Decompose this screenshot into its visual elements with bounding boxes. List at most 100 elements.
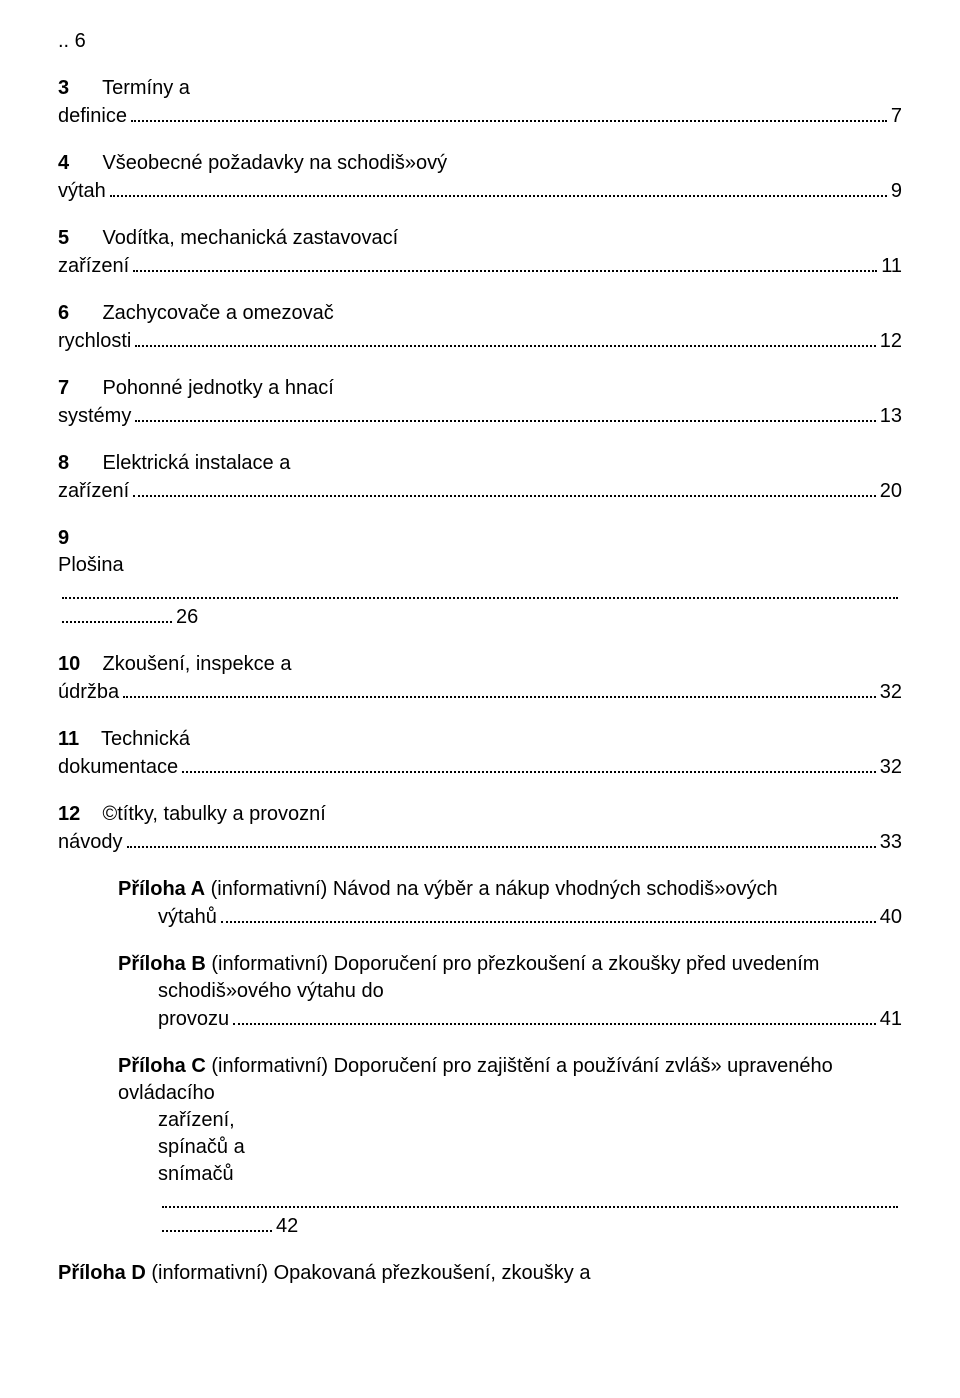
toc-annex-cont: zařízení, bbox=[158, 1109, 235, 1131]
toc-annex: Příloha C (informativní) Doporučení pro … bbox=[118, 1053, 902, 1240]
toc-entry-number: 6 bbox=[58, 302, 69, 324]
toc-entry-line1: 9 bbox=[58, 525, 902, 552]
toc-leader-dots bbox=[133, 477, 876, 497]
toc-annex-cont: výtahů bbox=[158, 904, 217, 931]
toc-annex: Příloha B (informativní) Doporučení pro … bbox=[118, 951, 902, 1033]
toc-entry: 5 Vodítka, mechanická zastavovacízařízen… bbox=[58, 225, 902, 280]
toc-entry-line2: výtah 9 bbox=[58, 177, 902, 205]
toc-annex-cont: spínačů a bbox=[158, 1136, 245, 1158]
toc-leader-line: 42 bbox=[118, 1212, 902, 1240]
toc-annex-cont: provozu bbox=[158, 1006, 229, 1033]
toc-entry: 3 Termíny adefinice 7 bbox=[58, 75, 902, 130]
toc-leader-dots bbox=[133, 252, 877, 272]
toc-entry-title: Všeobecné požadavky na schodiš»ový bbox=[102, 152, 447, 174]
toc-entry-title: zařízení bbox=[58, 253, 129, 280]
toc-entry-number: 12 bbox=[58, 803, 80, 825]
toc-entry-line1: 10 Zkoušení, inspekce a bbox=[58, 651, 902, 678]
toc-page-number: 13 bbox=[880, 403, 902, 430]
toc-leader-dots bbox=[135, 402, 875, 422]
toc-entry-title: ©títky, tabulky a provozní bbox=[102, 803, 325, 825]
toc-entry: 11 Technickádokumentace 32 bbox=[58, 726, 902, 781]
toc-leader-dots bbox=[110, 177, 887, 197]
toc-page-number: 32 bbox=[880, 679, 902, 706]
toc-entry-line2: rychlosti 12 bbox=[58, 327, 902, 355]
toc-entry-number: 4 bbox=[58, 152, 69, 174]
toc-entry-title: Technická bbox=[101, 728, 190, 750]
toc-leader-dots bbox=[162, 1212, 272, 1232]
toc-page-number: 42 bbox=[276, 1213, 298, 1240]
toc-page-number: 11 bbox=[881, 253, 902, 280]
toc-annex-label: Příloha A bbox=[118, 878, 205, 900]
toc-annex-title: (informativní) Doporučení pro přezkoušen… bbox=[206, 953, 820, 975]
toc-entry-title: dokumentace bbox=[58, 754, 178, 781]
toc-entry-line1: 3 Termíny a bbox=[58, 75, 902, 102]
toc-leader-dots bbox=[221, 903, 876, 923]
toc-entry-line2: zařízení 20 bbox=[58, 477, 902, 505]
toc-annex-label: Příloha B bbox=[118, 953, 206, 975]
toc-entry-number: 5 bbox=[58, 227, 69, 249]
toc-entry-number: 11 bbox=[58, 728, 79, 750]
toc-entry-title: údržba bbox=[58, 679, 119, 706]
toc-entry: 9Plošina 26 bbox=[58, 525, 902, 631]
toc-entry-line2: zařízení 11 bbox=[58, 252, 902, 280]
toc-entry-title: výtah bbox=[58, 178, 106, 205]
toc-entry-title: rychlosti bbox=[58, 328, 131, 355]
toc-annex-cont: schodiš»ového výtahu do bbox=[158, 980, 384, 1002]
toc-annex-line1: Příloha C (informativní) Doporučení pro … bbox=[118, 1053, 902, 1107]
toc-entry-line1: 8 Elektrická instalace a bbox=[58, 450, 902, 477]
toc-entry-line2: systémy 13 bbox=[58, 402, 902, 430]
toc-entry: 10 Zkoušení, inspekce aúdržba 32 bbox=[58, 651, 902, 706]
toc-entry-title: Elektrická instalace a bbox=[102, 452, 290, 474]
toc-entry-line1: 11 Technická bbox=[58, 726, 902, 753]
toc-entry-line1: 7 Pohonné jednotky a hnací bbox=[58, 375, 902, 402]
toc-entry-line2: definice 7 bbox=[58, 102, 902, 130]
toc-entry-line1: 4 Všeobecné požadavky na schodiš»ový bbox=[58, 150, 902, 177]
toc-annex-line2: výtahů 40 bbox=[118, 903, 902, 931]
toc-annex-title: (informativní) Doporučení pro zajištění … bbox=[118, 1055, 833, 1104]
toc-leader-dots bbox=[127, 828, 876, 848]
toc-annex-label: Příloha C bbox=[118, 1055, 206, 1077]
toc-page-number: 20 bbox=[880, 478, 902, 505]
toc-entry: 7 Pohonné jednotky a hnacísystémy 13 bbox=[58, 375, 902, 430]
toc-content: .. 6 3 Termíny adefinice 7 4 Všeobecné pož… bbox=[58, 28, 902, 1287]
toc-leader-dots bbox=[131, 102, 887, 122]
toc-entry-line1: 5 Vodítka, mechanická zastavovací bbox=[58, 225, 902, 252]
toc-entry-title: Zachycovače a omezovač bbox=[102, 302, 333, 324]
toc-entry-line2: návody 33 bbox=[58, 828, 902, 856]
toc-annex-title: (informativní) Návod na výběr a nákup vh… bbox=[205, 878, 778, 900]
toc-leader-dots bbox=[62, 603, 172, 623]
toc-entry-line1: 6 Zachycovače a omezovač bbox=[58, 300, 902, 327]
toc-entry-title: zařízení bbox=[58, 478, 129, 505]
toc-leader-line bbox=[58, 579, 902, 603]
toc-annex-title: (informativní) Opakovaná přezkoušení, zk… bbox=[146, 1262, 591, 1284]
toc-entry-line1: 12 ©títky, tabulky a provozní bbox=[58, 801, 902, 828]
toc-leader-line bbox=[118, 1188, 902, 1212]
toc-leader-line: 26 bbox=[58, 603, 902, 631]
toc-page-number: 26 bbox=[176, 604, 198, 631]
toc-annex-line1: Příloha A (informativní) Návod na výběr … bbox=[118, 876, 902, 903]
toc-page-number: 12 bbox=[880, 328, 902, 355]
toc-leader-dots bbox=[123, 678, 876, 698]
toc-entry-title: Zkoušení, inspekce a bbox=[102, 653, 291, 675]
toc-entry-title: definice bbox=[58, 103, 127, 130]
toc-entry-number: 7 bbox=[58, 377, 69, 399]
toc-annex: Příloha A (informativní) Návod na výběr … bbox=[118, 876, 902, 931]
toc-annex-final: Příloha D (informativní) Opakovaná přezk… bbox=[58, 1260, 902, 1287]
toc-page-number: 9 bbox=[891, 178, 902, 205]
toc-entry-title: Vodítka, mechanická zastavovací bbox=[102, 227, 398, 249]
toc-leader-dots bbox=[182, 753, 876, 773]
toc-entry-number: 10 bbox=[58, 653, 80, 675]
toc-entry: 12 ©títky, tabulky a provoznínávody 33 bbox=[58, 801, 902, 856]
toc-entry-title: systémy bbox=[58, 403, 131, 430]
toc-entry: 8 Elektrická instalace azařízení 20 bbox=[58, 450, 902, 505]
toc-entry-number: 9 bbox=[58, 527, 69, 549]
toc-entry-line2: údržba 32 bbox=[58, 678, 902, 706]
toc-fragment: .. 6 bbox=[58, 28, 902, 55]
toc-page-number: 33 bbox=[880, 829, 902, 856]
toc-leader-dots bbox=[135, 327, 875, 347]
toc-entry: 4 Všeobecné požadavky na schodiš»ovývýta… bbox=[58, 150, 902, 205]
toc-page-number: 41 bbox=[880, 1006, 902, 1033]
toc-leader-dots bbox=[233, 1005, 876, 1025]
toc-annex-label: Příloha D bbox=[58, 1262, 146, 1284]
toc-annex-cont: snímačů bbox=[158, 1163, 234, 1185]
